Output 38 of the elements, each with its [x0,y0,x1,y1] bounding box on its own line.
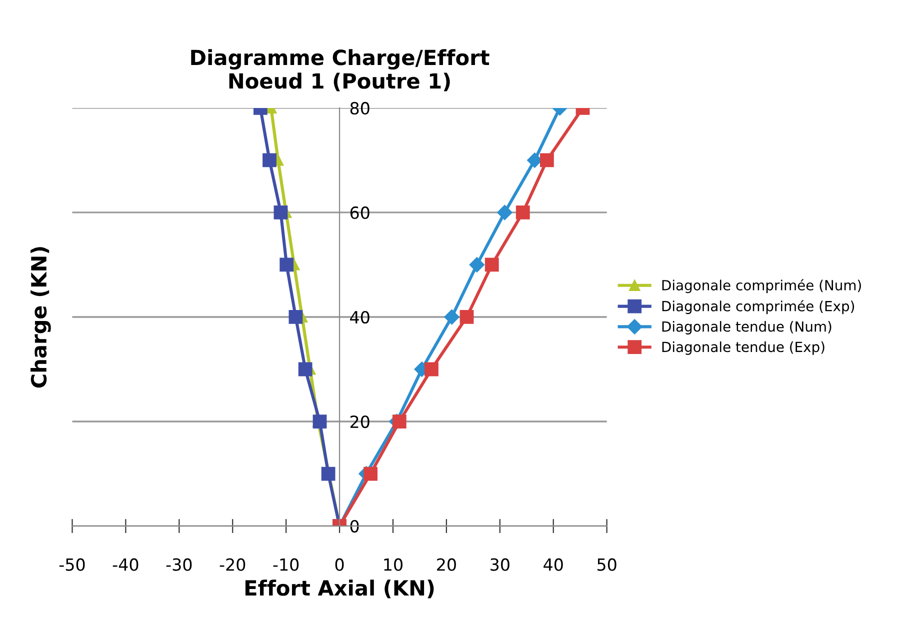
point [364,466,378,481]
point [262,153,276,168]
point [424,362,438,376]
x-tick-label: 30 [490,558,510,571]
x-tick-label: 50 [598,558,616,571]
x-tick-label: -20 [220,558,246,571]
point [274,206,288,220]
x-tick-label: 10 [384,558,402,571]
point [469,257,484,272]
y-tick-label: 20 [350,415,370,428]
point [288,310,303,324]
x-tick-label: 0 [335,558,344,571]
point [444,309,460,325]
y-axis-title: Charge (KN) [30,247,51,388]
point [298,362,312,376]
x-tick-label: -50 [59,558,85,571]
legend-label: Diagonale comprimée (Exp) [662,300,854,314]
legend-label: Diagonale tendue (Num) [662,321,832,334]
point [484,258,499,272]
point [497,204,512,220]
point [540,153,554,168]
chart-title: Diagramme Charge/Effort Noeud 1 (Poutre 1) [191,49,490,92]
x-tick-label: 20 [437,558,456,571]
x-tick-label: -40 [112,558,138,571]
x-axis-title: Effort Axial (KN) [245,580,434,598]
point [516,206,530,220]
point [280,258,294,272]
legend-label: Diagonale comprimée (Num) [662,279,861,294]
point [312,414,327,428]
legend-label: Diagonale tendue (Exp) [662,341,824,355]
point [392,414,406,428]
y-tick-label: 60 [350,206,370,220]
x-tick-label: -30 [166,558,192,571]
point [460,310,474,324]
x-tick-label: 40 [544,558,563,571]
x-tick-label: -10 [273,558,299,571]
y-tick-label: 80 [350,102,370,115]
y-tick-label: 40 [350,310,370,324]
